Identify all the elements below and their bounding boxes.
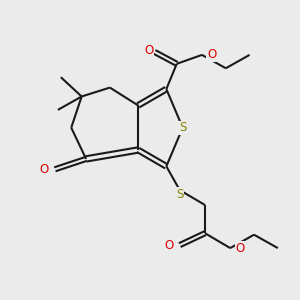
Text: O: O — [40, 163, 49, 176]
Text: O: O — [164, 238, 174, 252]
Text: O: O — [235, 242, 244, 255]
Text: S: S — [179, 121, 186, 134]
Text: S: S — [176, 188, 183, 201]
Text: O: O — [207, 48, 216, 62]
Text: O: O — [145, 44, 154, 57]
